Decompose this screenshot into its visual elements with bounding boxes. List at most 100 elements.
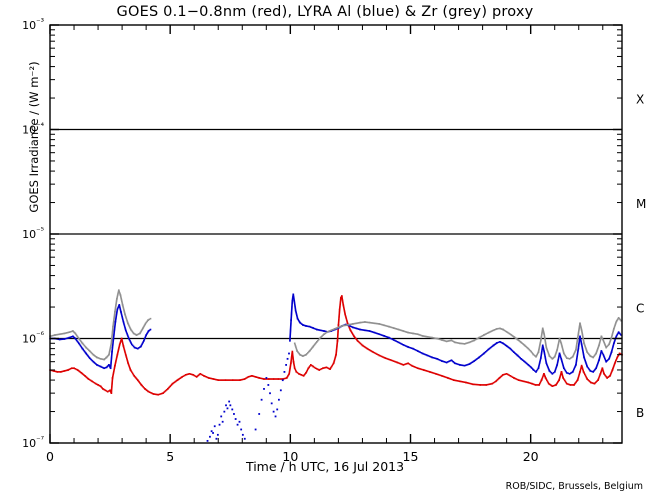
- data-point: [103, 388, 105, 391]
- data-point: [562, 351, 565, 353]
- data-point: [289, 338, 291, 341]
- data-point: [121, 304, 124, 306]
- data-point: [510, 375, 513, 378]
- data-point: [80, 346, 83, 349]
- data-point: [148, 318, 151, 321]
- data-point: [68, 368, 71, 371]
- flare-class-label-c: C: [636, 302, 644, 316]
- data-point: [384, 324, 387, 327]
- data-point: [290, 324, 292, 326]
- data-point: [576, 379, 579, 381]
- data-point: [599, 338, 602, 340]
- data-point: [504, 344, 507, 347]
- data-point: [114, 306, 117, 308]
- data-point: [74, 368, 77, 370]
- data-point: [545, 345, 547, 348]
- data-point: [130, 328, 132, 331]
- data-point: [544, 341, 547, 344]
- data-point: [537, 350, 540, 352]
- data-point: [165, 389, 167, 392]
- data-point: [349, 325, 352, 327]
- data-point: [501, 328, 503, 330]
- data-point: [599, 374, 601, 376]
- data-point: [391, 326, 394, 329]
- data-point: [543, 332, 545, 334]
- data-point: [338, 308, 341, 311]
- data-point: [502, 328, 504, 331]
- data-point: [495, 328, 497, 331]
- data-point: [512, 350, 514, 353]
- data-point: [259, 377, 262, 379]
- data-point: [73, 331, 76, 334]
- data-point: [576, 355, 578, 357]
- data-point: [608, 342, 611, 345]
- data-point: [127, 322, 129, 325]
- data-point: [118, 347, 120, 349]
- data-point: [544, 343, 547, 345]
- data-point: [115, 313, 118, 316]
- data-point: [272, 378, 275, 380]
- data-point: [416, 367, 419, 370]
- data-point: [231, 379, 234, 381]
- data-point: [532, 383, 534, 385]
- data-point: [111, 350, 113, 353]
- data-point: [453, 361, 455, 364]
- data-point: [485, 333, 488, 335]
- data-point: [576, 380, 578, 382]
- data-point: [117, 351, 119, 354]
- data-point: [570, 356, 573, 359]
- data-point: [613, 340, 616, 342]
- data-point: [111, 334, 113, 337]
- data-point: [289, 325, 292, 328]
- data-point: [577, 346, 580, 349]
- data-point: [122, 305, 124, 307]
- data-point: [221, 420, 224, 423]
- data-point: [543, 375, 546, 377]
- data-point: [603, 372, 605, 375]
- data-point: [122, 320, 125, 323]
- data-point: [120, 296, 122, 299]
- data-point: [540, 379, 543, 381]
- data-point: [599, 340, 601, 343]
- data-point: [112, 335, 115, 338]
- flare-class-label-x: X: [636, 93, 644, 107]
- data-point: [534, 354, 536, 357]
- data-point: [525, 346, 528, 348]
- data-point: [602, 369, 604, 372]
- data-point: [568, 358, 571, 360]
- data-point: [111, 380, 114, 383]
- data-point: [333, 358, 336, 361]
- data-point: [440, 339, 443, 341]
- data-point: [479, 384, 482, 386]
- data-point: [209, 435, 211, 438]
- data-point: [574, 351, 576, 353]
- data-point: [149, 328, 152, 331]
- data-point: [560, 343, 563, 346]
- data-point: [593, 354, 596, 357]
- data-point: [509, 347, 512, 350]
- data-point: [211, 377, 214, 380]
- data-point: [473, 360, 476, 362]
- data-point: [490, 383, 492, 385]
- data-point: [277, 378, 280, 380]
- data-point: [111, 386, 113, 388]
- data-point: [514, 336, 516, 339]
- data-point: [372, 322, 375, 324]
- data-point: [356, 340, 359, 342]
- data-point: [578, 341, 580, 344]
- data-point: [116, 311, 118, 313]
- data-point: [124, 353, 127, 356]
- data-point: [453, 340, 455, 343]
- data-point: [443, 360, 446, 363]
- data-point: [616, 318, 619, 321]
- data-point: [121, 300, 123, 303]
- data-point: [116, 353, 119, 356]
- data-point: [281, 379, 284, 382]
- data-point: [106, 355, 109, 358]
- data-point: [536, 369, 538, 372]
- data-point: [336, 341, 339, 343]
- data-point: [401, 329, 403, 332]
- data-point: [322, 329, 324, 332]
- data-point: [110, 338, 113, 341]
- data-point: [52, 334, 55, 337]
